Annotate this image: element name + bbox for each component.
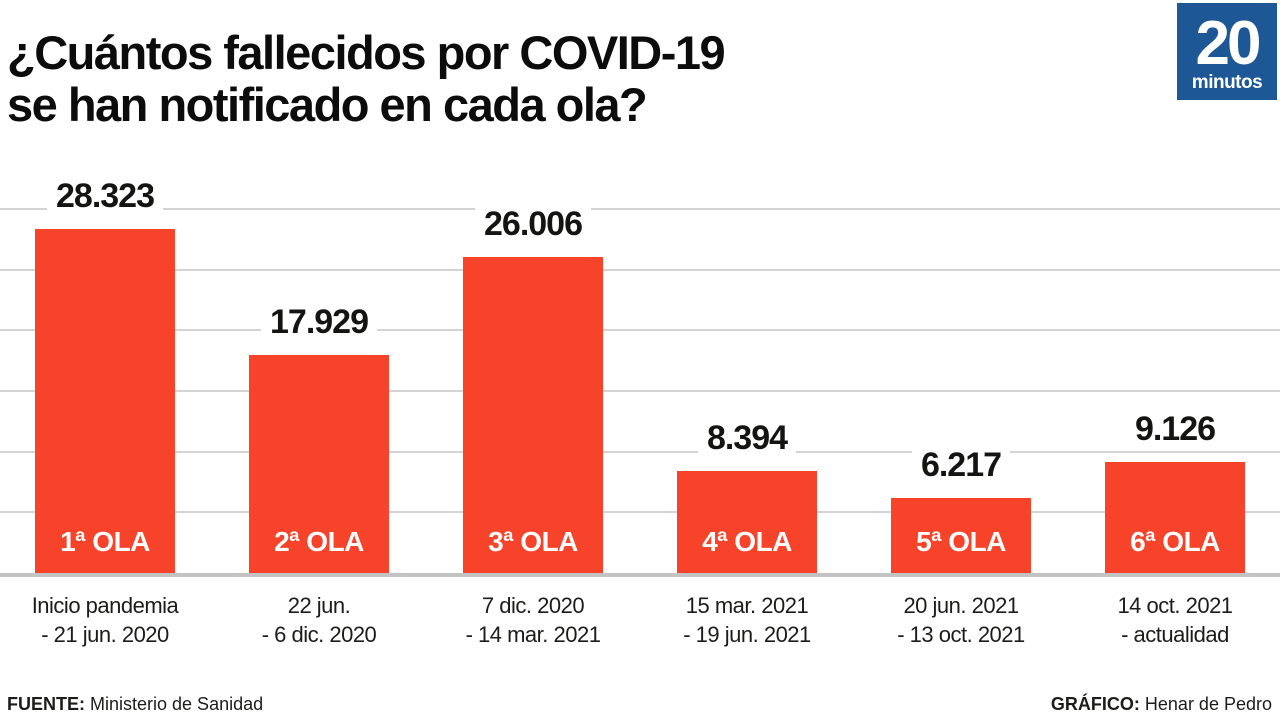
period-end: - 21 jun. 2020 [41, 622, 169, 647]
credit-label: GRÁFICO: [1050, 694, 1140, 714]
bar-value-label: 6.217 [911, 445, 1011, 484]
page-title-line2: se han notificado en cada ola? [7, 78, 648, 132]
bar-period-label: 15 mar. 2021 - 19 jun. 2021 [683, 591, 811, 649]
bar-wave-5: 5ª OLA [891, 497, 1031, 573]
bar-category-label: 3ª OLA [488, 525, 578, 557]
brand-logo-name: minutos [1191, 72, 1263, 93]
bar-period-label: 20 jun. 2021 - 13 oct. 2021 [897, 591, 1025, 649]
brand-logo-number: 20 [1195, 9, 1262, 78]
page-title-line1: ¿Cuántos fallecidos por COVID-19 [7, 26, 726, 80]
period-end: - 6 dic. 2020 [261, 622, 377, 647]
graphic-credit: GRÁFICO: Henar de Pedro [1051, 694, 1272, 715]
period-end: - 13 oct. 2021 [897, 622, 1025, 647]
period-start: 7 dic. 2020 [481, 593, 585, 618]
bar-wave-4: 4ª OLA [677, 471, 817, 573]
bar-wave-6: 6ª OLA [1105, 462, 1245, 573]
brand-logo: 20 minutos [1177, 3, 1277, 100]
bar-category-label: 4ª OLA [702, 525, 792, 557]
bar-period-label: 14 oct. 2021 - actualidad [1117, 591, 1233, 649]
chart-gridline [0, 268, 1280, 271]
period-end: - 19 jun. 2021 [683, 622, 811, 647]
source-credit: FUENTE: Ministerio de Sanidad [7, 694, 263, 715]
period-start: 22 jun. [287, 593, 351, 618]
period-end: - actualidad [1121, 622, 1229, 647]
page-title: ¿Cuántos fallecidos por COVID-19 se han … [7, 26, 726, 132]
bar-wave-1: 1ª OLA [35, 229, 175, 573]
bar-category-label: 2ª OLA [274, 525, 364, 557]
bar-value-label: 9.126 [1125, 410, 1225, 449]
bar-wave-3: 3ª OLA [463, 257, 603, 573]
bar-value-label: 8.394 [697, 419, 797, 458]
bar-category-label: 1ª OLA [60, 525, 150, 557]
chart-gridline [0, 329, 1280, 332]
bar-period-label: Inicio pandemia - 21 jun. 2020 [32, 591, 179, 649]
chart-gridline [0, 390, 1280, 392]
period-start: Inicio pandemia [31, 593, 179, 618]
bar-category-label: 6ª OLA [1130, 525, 1220, 557]
period-start: 15 mar. 2021 [685, 593, 809, 618]
bar-value-label: 28.323 [47, 177, 163, 216]
chart-gridline [0, 511, 1280, 514]
period-start: 20 jun. 2021 [903, 593, 1019, 618]
bar-wave-2: 2ª OLA [249, 355, 389, 573]
bar-value-label: 17.929 [261, 303, 377, 342]
chart-baseline [0, 573, 1280, 577]
bar-category-label: 5ª OLA [916, 525, 1006, 557]
source-text: Ministerio de Sanidad [90, 694, 264, 714]
chart-gridline [0, 450, 1280, 453]
credit-text: Henar de Pedro [1144, 694, 1272, 714]
bar-period-label: 22 jun. - 6 dic. 2020 [262, 591, 377, 649]
bar-value-label: 26.006 [475, 205, 591, 244]
period-end: - 14 mar. 2021 [465, 622, 601, 647]
period-start: 14 oct. 2021 [1117, 593, 1233, 618]
chart-gridline [0, 208, 1280, 210]
bar-period-label: 7 dic. 2020 - 14 mar. 2021 [466, 591, 601, 649]
source-label: FUENTE: [7, 694, 85, 714]
